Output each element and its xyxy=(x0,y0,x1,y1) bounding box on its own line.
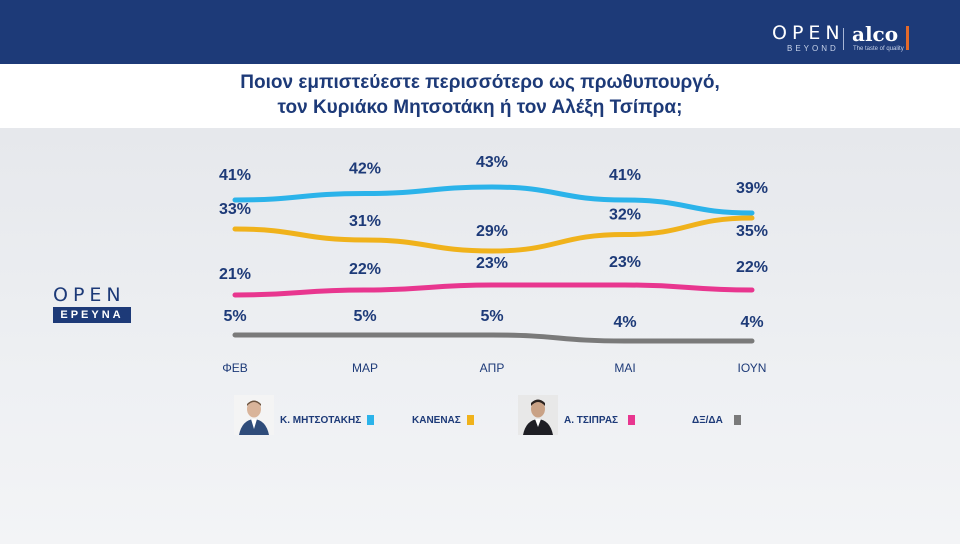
legend-item-kanenas: ΚΑΝΕΝΑΣ xyxy=(412,395,502,435)
data-label-s1-p3: 32% xyxy=(609,207,641,224)
legend-swatch-tsipras xyxy=(628,415,635,425)
data-label-s1-p1: 31% xyxy=(349,213,381,230)
legend-label-dk: ΔΞ/ΔΑ xyxy=(692,415,723,426)
legend-item-dk: ΔΞ/ΔΑ xyxy=(692,395,752,435)
data-label-s1-p4: 35% xyxy=(736,223,768,240)
data-label-s3-p1: 5% xyxy=(353,308,376,325)
header-bar: OPEN BEYOND alco The taste of quality xyxy=(0,0,960,64)
data-label-s0-p2: 43% xyxy=(476,154,508,171)
logo-divider xyxy=(843,28,844,50)
data-label-s0-p3: 41% xyxy=(609,167,641,184)
legend-swatch-dk xyxy=(734,415,741,425)
x-tick-label-1: ΜΑΡ xyxy=(352,361,378,375)
data-label-s3-p2: 5% xyxy=(480,308,503,325)
series-line-2 xyxy=(232,282,755,298)
title-line-1: Ποιον εμπιστεύεστε περισσότερο ως πρωθυπ… xyxy=(240,72,720,93)
data-label-s2-p4: 22% xyxy=(736,259,768,276)
series-line-1 xyxy=(232,215,755,254)
open-ereuna-logo: OPEN ΕΡΕΥΝΑ xyxy=(53,284,131,323)
data-label-s2-p2: 23% xyxy=(476,255,508,272)
mitsotakis-photo xyxy=(234,395,274,435)
legend-swatch-kanenas xyxy=(467,415,474,425)
series-line-0 xyxy=(232,184,755,216)
data-label-s2-p1: 22% xyxy=(349,261,381,278)
alco-tagline: The taste of quality xyxy=(853,46,904,52)
chart-title: Ποιον εμπιστεύεστε περισσότερο ως πρωθυπ… xyxy=(0,70,960,120)
tsipras-photo xyxy=(518,395,558,435)
open-beyond-subtitle: BEYOND xyxy=(787,44,839,53)
open-ereuna-badge: ΕΡΕΥΝΑ xyxy=(53,307,131,323)
series-line-3 xyxy=(232,332,755,344)
data-label-s2-p3: 23% xyxy=(609,254,641,271)
legend-swatch-mitsotakis xyxy=(367,415,374,425)
data-label-s3-p3: 4% xyxy=(613,314,636,331)
legend-label-mitsotakis: Κ. ΜΗΤΣΟΤΑΚΗΣ xyxy=(280,415,362,426)
x-tick-label-0: ΦΕΒ xyxy=(222,361,248,375)
accent-bar xyxy=(906,26,909,50)
x-tick-label-4: ΙΟΥΝ xyxy=(738,361,767,375)
title-line-2: τον Κυριάκο Μητσοτάκη ή τον Αλέξη Τσίπρα… xyxy=(277,97,683,118)
x-tick-label-2: ΑΠΡ xyxy=(480,361,505,375)
data-label-s3-p0: 5% xyxy=(223,308,246,325)
alco-logo: alco xyxy=(852,22,899,46)
data-label-s3-p4: 4% xyxy=(740,314,763,331)
legend-label-kanenas: ΚΑΝΕΝΑΣ xyxy=(412,415,461,426)
data-label-s0-p4: 39% xyxy=(736,180,768,197)
data-label-s2-p0: 21% xyxy=(219,266,251,283)
data-label-s0-p0: 41% xyxy=(219,167,251,184)
legend-item-tsipras: Α. ΤΣΙΠΡΑΣ xyxy=(518,395,658,435)
data-label-s1-p2: 29% xyxy=(476,223,508,240)
legend-item-mitsotakis: Κ. ΜΗΤΣΟΤΑΚΗΣ xyxy=(234,395,394,435)
title-box xyxy=(0,64,960,128)
legend-label-tsipras: Α. ΤΣΙΠΡΑΣ xyxy=(564,415,619,426)
x-tick-label-3: ΜΑΙ xyxy=(614,361,635,375)
open-ereuna-word: OPEN xyxy=(53,284,126,306)
data-label-s1-p0: 33% xyxy=(219,201,251,218)
open-beyond-logo: OPEN xyxy=(772,22,845,44)
data-label-s0-p1: 42% xyxy=(349,161,381,178)
